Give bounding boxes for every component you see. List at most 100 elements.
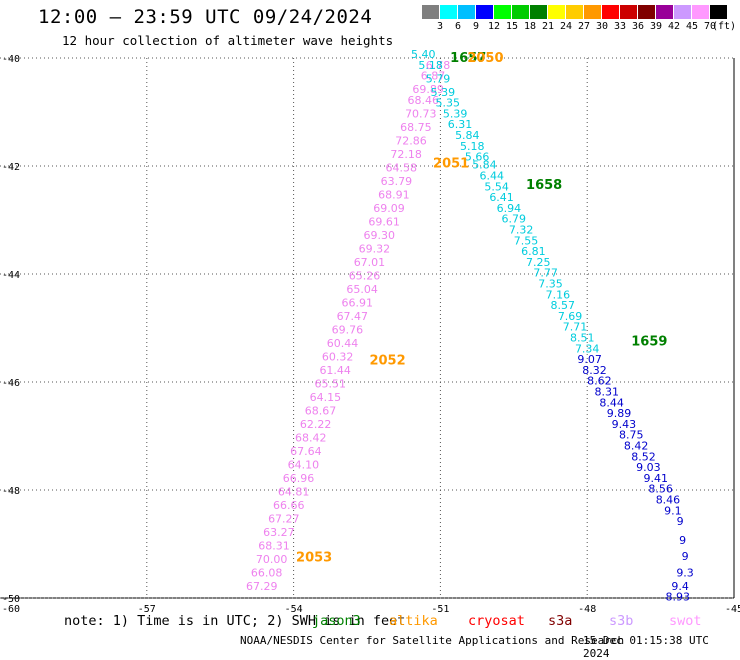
wave-height-value: 5.79 xyxy=(426,72,451,85)
wave-height-value: 9.3 xyxy=(676,566,694,579)
note-text: note: 1) Time is in UTC; 2) SWH is in fe… xyxy=(64,613,406,629)
lon-tick-label: -51 xyxy=(431,604,449,615)
wave-height-value: 8.75 xyxy=(619,429,644,442)
corner-lat-label: -60 xyxy=(2,604,20,615)
pass-time-label: 1658 xyxy=(526,178,562,193)
legend-swatch xyxy=(656,5,674,19)
legend-swatch xyxy=(458,5,476,19)
wave-height-value: 66.96 xyxy=(283,472,315,485)
lon-tick-label: -48 xyxy=(578,604,596,615)
legend-swatch xyxy=(602,5,620,19)
wave-height-legend: (ft) 3 6 9 12 15 18 21 24 27 30 33 36 39 42 45 70 xyxy=(422,5,736,33)
wave-height-value: 5.39 xyxy=(431,86,456,99)
wave-height-value: 5.66 xyxy=(465,151,490,164)
wave-height-value: 67.64 xyxy=(290,445,322,458)
wave-height-value: 69.32 xyxy=(359,242,391,255)
legend-label: 27 xyxy=(577,21,591,32)
wave-height-value: 65.04 xyxy=(346,283,378,296)
wave-height-value: 6.94 xyxy=(497,202,522,215)
legend-swatch xyxy=(692,5,710,19)
wave-height-value: 9.1 xyxy=(664,504,682,517)
wave-height-value: 8.57 xyxy=(550,299,575,312)
lon-tick-label: -45 xyxy=(725,604,740,615)
legend-swatch xyxy=(710,5,728,19)
satellite-cryosat: cryosat xyxy=(468,613,525,629)
wave-height-value: 6.79 xyxy=(502,213,527,226)
wave-height-value: 5.39 xyxy=(443,107,468,120)
pass-time-label: 2052 xyxy=(369,353,405,368)
lat-tick-label: -50 xyxy=(2,594,20,605)
legend-swatch xyxy=(548,5,566,19)
pass-time-label: 1659 xyxy=(631,335,667,350)
wave-height-value: 7.35 xyxy=(538,278,563,291)
wave-height-value: 8.44 xyxy=(599,396,624,409)
legend-label: 42 xyxy=(667,21,681,32)
wave-height-value: 6.81 xyxy=(521,245,546,258)
wave-height-value: 64.58 xyxy=(386,161,418,174)
wave-height-value: 68.46 xyxy=(408,94,440,107)
legend-unit: (ft) xyxy=(712,21,737,32)
wave-height-value: 64.81 xyxy=(278,485,310,498)
wave-height-value: 65.26 xyxy=(349,269,381,282)
satellite-swot: swot xyxy=(669,613,702,629)
wave-height-value: 69.09 xyxy=(373,202,405,215)
lat-tick-label: -40 xyxy=(2,54,20,65)
wave-height-value: 67.01 xyxy=(354,256,386,269)
wave-height-value: 7.55 xyxy=(514,234,539,247)
wave-height-value: 68.67 xyxy=(305,404,337,417)
legend-label: 33 xyxy=(613,21,627,32)
lon-tick-label: -57 xyxy=(138,604,156,615)
pass-time-label: 1657 xyxy=(450,51,486,66)
wave-height-value: 60.44 xyxy=(327,337,359,350)
pass-time-label: 2051 xyxy=(433,156,469,171)
legend-swatch xyxy=(512,5,530,19)
wave-height-value: 7.69 xyxy=(558,310,583,323)
wave-height-value: 67.27 xyxy=(268,512,300,525)
legend-swatch xyxy=(566,5,584,19)
wave-height-value: 8.32 xyxy=(582,364,607,377)
wave-height-value: 70.00 xyxy=(256,553,288,566)
wave-height-value: 8.51 xyxy=(570,332,595,345)
satellite-altika: altika xyxy=(389,613,438,629)
wave-height-value: 9.07 xyxy=(577,353,602,366)
wave-height-value: 66.91 xyxy=(341,296,373,309)
legend-swatch xyxy=(440,5,458,19)
wave-height-value: 64.15 xyxy=(310,391,342,404)
wave-height-value: 70.73 xyxy=(405,107,437,120)
wave-height-value: 6.87 xyxy=(421,70,446,83)
wave-height-value: 8.56 xyxy=(648,483,673,496)
legend-color-bar xyxy=(422,5,728,19)
wave-height-value: 5.84 xyxy=(472,159,497,172)
wave-height-value: 6.31 xyxy=(448,118,473,131)
wave-height-value: 66.66 xyxy=(273,499,305,512)
wave-height-value: 68.31 xyxy=(258,539,290,552)
wave-height-value: 69.89 xyxy=(412,83,444,96)
wave-height-value: 5.84 xyxy=(455,129,480,142)
wave-height-value: 9.4 xyxy=(671,580,689,593)
wave-height-value: 8.52 xyxy=(631,450,656,463)
wave-height-value: 69.61 xyxy=(368,215,400,228)
wave-height-value: 62.22 xyxy=(300,418,332,431)
wave-height-value: 67.47 xyxy=(337,310,369,323)
legend-swatch xyxy=(494,5,512,19)
wave-height-value: 7.16 xyxy=(546,288,571,301)
wave-height-value: 68.91 xyxy=(378,188,410,201)
legend-swatch xyxy=(584,5,602,19)
wave-height-value: 68.42 xyxy=(295,431,327,444)
satellite-jason3: jason3 xyxy=(312,613,361,629)
wave-height-value: 5.18 xyxy=(418,59,443,72)
legend-label: 12 xyxy=(487,21,501,32)
legend-swatch xyxy=(476,5,494,19)
wave-height-value: 66.08 xyxy=(251,566,283,579)
wave-height-value: 63.79 xyxy=(381,175,413,188)
wave-height-value: 8.31 xyxy=(595,386,620,399)
wave-height-value: 69.76 xyxy=(332,323,364,336)
wave-height-value: 6.44 xyxy=(480,170,505,183)
wave-height-value: 61.44 xyxy=(319,364,351,377)
legend-swatch xyxy=(530,5,548,19)
wave-height-value: 9 xyxy=(679,534,686,547)
wave-height-value: 68.75 xyxy=(400,121,432,134)
lat-tick-label: -44 xyxy=(2,270,20,281)
wave-height-value: 65.51 xyxy=(315,377,347,390)
